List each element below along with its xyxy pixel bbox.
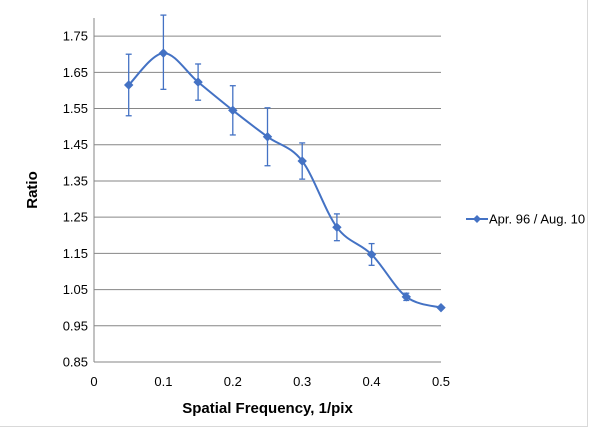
data-point [332, 222, 342, 233]
x-axis-title: Spatial Frequency, 1/pix [182, 400, 353, 417]
y-tick-label: 0.95 [63, 318, 88, 333]
legend: Apr. 96 / Aug. 10 [466, 212, 585, 227]
y-tick-labels: 0.85 0.95 1.05 1.15 1.25 1.35 1.45 1.55 1.65 1.75 [63, 29, 88, 370]
x-tick-label: 0.4 [363, 374, 381, 389]
data-point [436, 302, 446, 313]
y-tick-label: 1.25 [63, 210, 88, 225]
data-point [158, 48, 169, 58]
y-tick-label: 1.45 [63, 137, 88, 152]
legend-diamond-icon [473, 215, 481, 223]
data-point [297, 156, 307, 166]
data-point [228, 105, 238, 116]
data-point [123, 80, 134, 90]
x-tick-label: 0 [90, 374, 97, 389]
y-tick-label: 1.65 [63, 65, 88, 80]
x-tick-labels: 0 0.1 0.2 0.3 0.4 0.5 [90, 374, 450, 389]
series-layer [123, 14, 446, 313]
y-tick-label: 0.85 [63, 355, 88, 370]
y-tick-label: 1.55 [63, 101, 88, 116]
data-point [401, 292, 412, 302]
data-point [262, 132, 273, 142]
gridlines [94, 35, 441, 363]
x-tick-label: 0.3 [293, 374, 311, 389]
data-point [193, 77, 203, 87]
x-tick-label: 0.5 [432, 374, 450, 389]
series-line [127, 52, 442, 309]
y-tick-label: 1.75 [63, 29, 88, 44]
data-point [366, 249, 377, 260]
axes [93, 18, 441, 363]
y-tick-label: 1.05 [63, 282, 88, 297]
x-tick-label: 0.2 [224, 374, 242, 389]
y-tick-label: 1.15 [63, 246, 88, 261]
y-axis-title: Ratio [24, 171, 41, 209]
legend-label: Apr. 96 / Aug. 10 [489, 212, 585, 227]
x-tick-label: 0.1 [154, 374, 172, 389]
y-tick-label: 1.35 [63, 173, 88, 188]
